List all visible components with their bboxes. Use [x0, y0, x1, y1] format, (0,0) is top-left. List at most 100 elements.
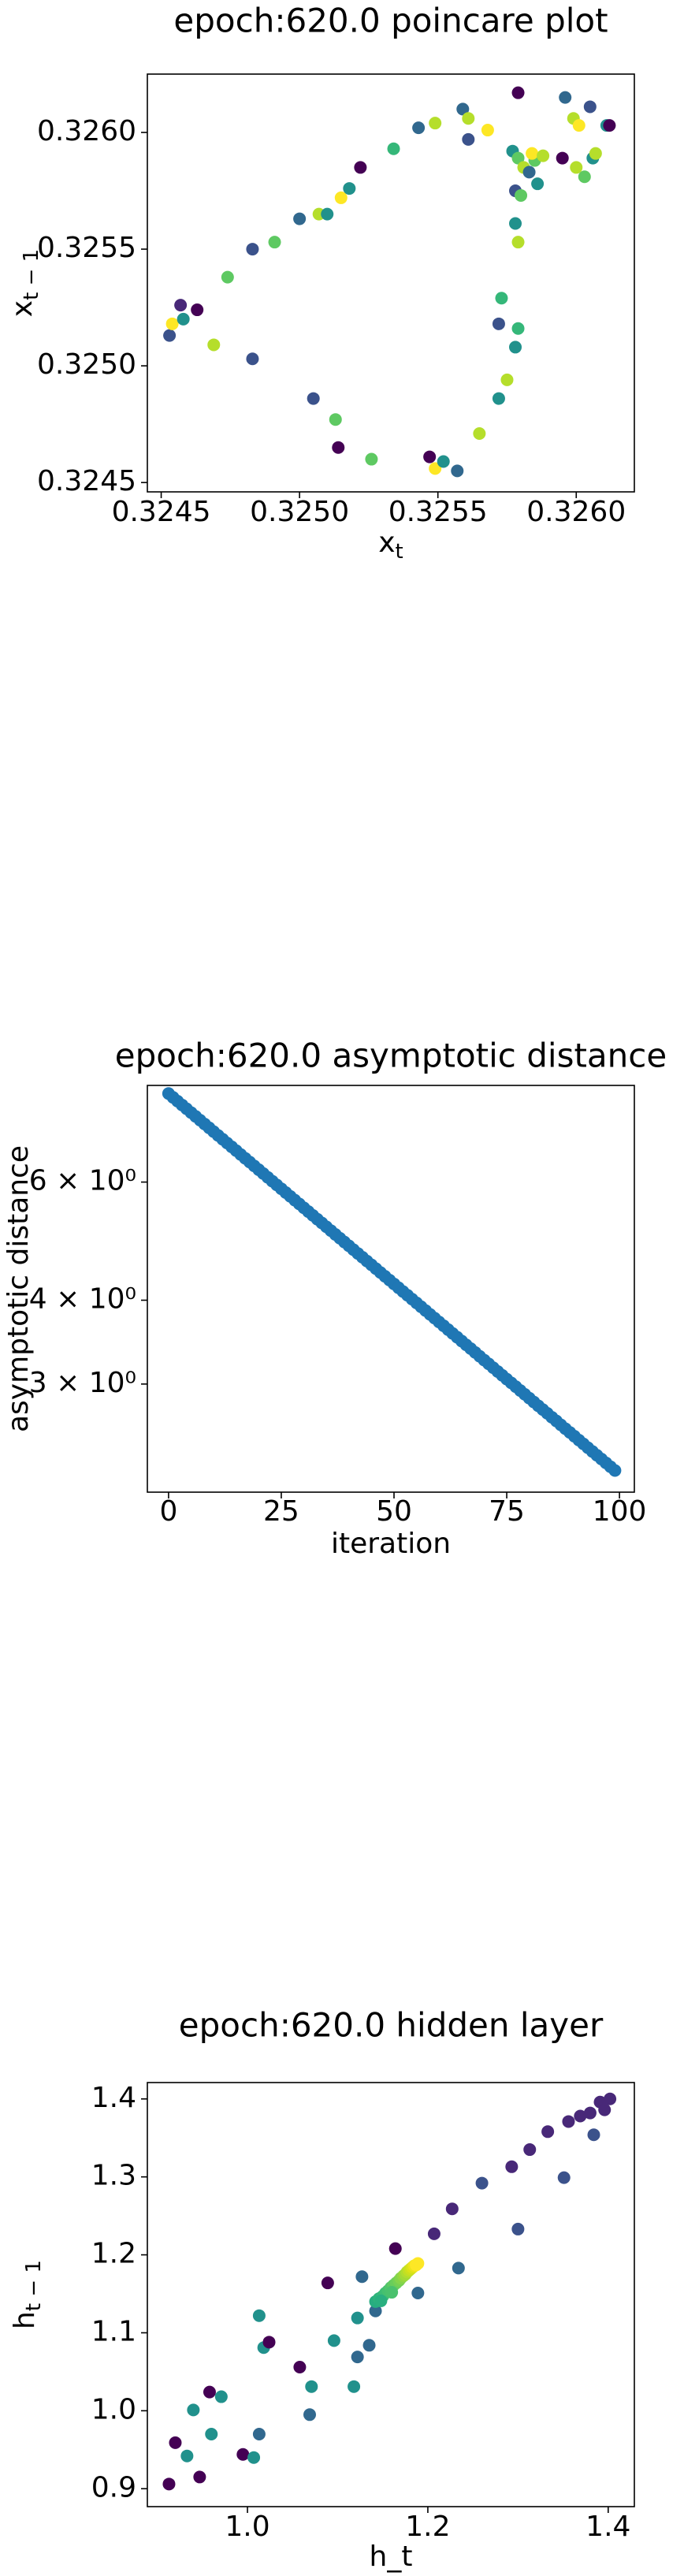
point [427, 2227, 441, 2240]
point [531, 177, 545, 191]
point [165, 317, 179, 330]
x-tick-label: 1.4 [585, 2511, 630, 2543]
point [387, 142, 400, 155]
x-tick-label: 75 [489, 1495, 525, 1528]
point [511, 86, 525, 99]
point [574, 2109, 587, 2123]
y-tick-label: 1.4 [91, 2082, 136, 2114]
y-axis-label: asymptotic distance [2, 1145, 35, 1432]
y-tick-label: 1.0 [91, 2393, 136, 2425]
point [492, 317, 505, 330]
point [355, 2270, 369, 2284]
point [193, 2470, 206, 2484]
point [207, 338, 221, 352]
point [351, 2351, 364, 2364]
point [321, 207, 334, 221]
point [509, 217, 522, 230]
point [429, 117, 442, 130]
point [583, 2106, 597, 2120]
point [169, 2436, 182, 2449]
point [511, 151, 525, 165]
point [511, 236, 525, 249]
point [214, 2390, 228, 2403]
y-axis-label: xt − 1 [6, 249, 43, 317]
point [343, 182, 356, 195]
point [412, 121, 426, 135]
point [187, 2403, 200, 2417]
point [268, 236, 281, 249]
point [511, 2222, 525, 2235]
point [180, 2449, 194, 2462]
point [509, 341, 522, 354]
point [495, 292, 508, 305]
x-tick-label: 50 [376, 1495, 412, 1528]
point [572, 119, 585, 132]
y-tick-label: 3 × 10⁰ [29, 1367, 136, 1399]
point [247, 2451, 261, 2464]
point [451, 464, 464, 478]
point [174, 299, 188, 312]
point [236, 2448, 250, 2461]
point [511, 322, 525, 335]
point [307, 392, 320, 405]
y-tick-label: 1.1 [91, 2315, 136, 2347]
point [411, 2257, 425, 2270]
point [293, 212, 307, 225]
y-tick-label: 4 × 10⁰ [29, 1282, 136, 1315]
point [162, 2477, 176, 2491]
x-axis-label-sub: t [396, 540, 403, 564]
y-tick-label: 1.2 [91, 2238, 136, 2270]
point [374, 2294, 388, 2307]
point [570, 161, 583, 174]
chart-title: epoch:620.0 hidden layer [179, 2006, 604, 2045]
point [246, 352, 259, 366]
chart-title: epoch:620.0 asymptotic distance [115, 1037, 667, 1075]
y-tick-label: 6 × 10⁰ [29, 1165, 136, 1197]
point [523, 2143, 537, 2157]
point [541, 2125, 555, 2139]
point [481, 124, 494, 137]
point [332, 441, 345, 454]
point [348, 2380, 361, 2393]
point [321, 2276, 334, 2290]
x-axis-label: xt [378, 527, 403, 564]
point [445, 2202, 459, 2216]
point [522, 166, 536, 179]
point [351, 2311, 364, 2325]
x-axis-label: iteration [331, 1528, 451, 1560]
plot-frame [147, 73, 635, 493]
point [608, 1464, 622, 1477]
point [205, 2428, 218, 2441]
point [221, 270, 234, 284]
point [203, 2385, 216, 2399]
x-axis-label: h_t [370, 2541, 413, 2573]
point [452, 2261, 465, 2275]
point [365, 452, 378, 466]
point [515, 188, 528, 202]
y-axis-label-sub: t − 1 [20, 249, 43, 300]
point [456, 102, 470, 116]
point [562, 2115, 575, 2128]
point [369, 2304, 382, 2317]
y-axis-label-sub: t − 1 [22, 2260, 46, 2311]
point [598, 2103, 612, 2116]
x-tick-label: 25 [263, 1495, 299, 1528]
y-axis-label: ht − 1 [9, 2260, 46, 2329]
point [329, 413, 342, 426]
point [252, 2309, 266, 2322]
y-tick-label: 1.3 [91, 2160, 136, 2192]
x-tick-label: 1.2 [405, 2511, 450, 2543]
point [163, 329, 177, 342]
point [191, 303, 204, 317]
plot-frame [147, 2082, 635, 2507]
plot-frame [147, 1085, 635, 1493]
point [411, 2287, 425, 2300]
point [537, 149, 550, 162]
point [388, 2242, 402, 2255]
point [557, 2171, 571, 2184]
point [437, 455, 450, 468]
point [252, 2428, 266, 2441]
point [262, 2336, 276, 2349]
point [303, 2408, 316, 2422]
